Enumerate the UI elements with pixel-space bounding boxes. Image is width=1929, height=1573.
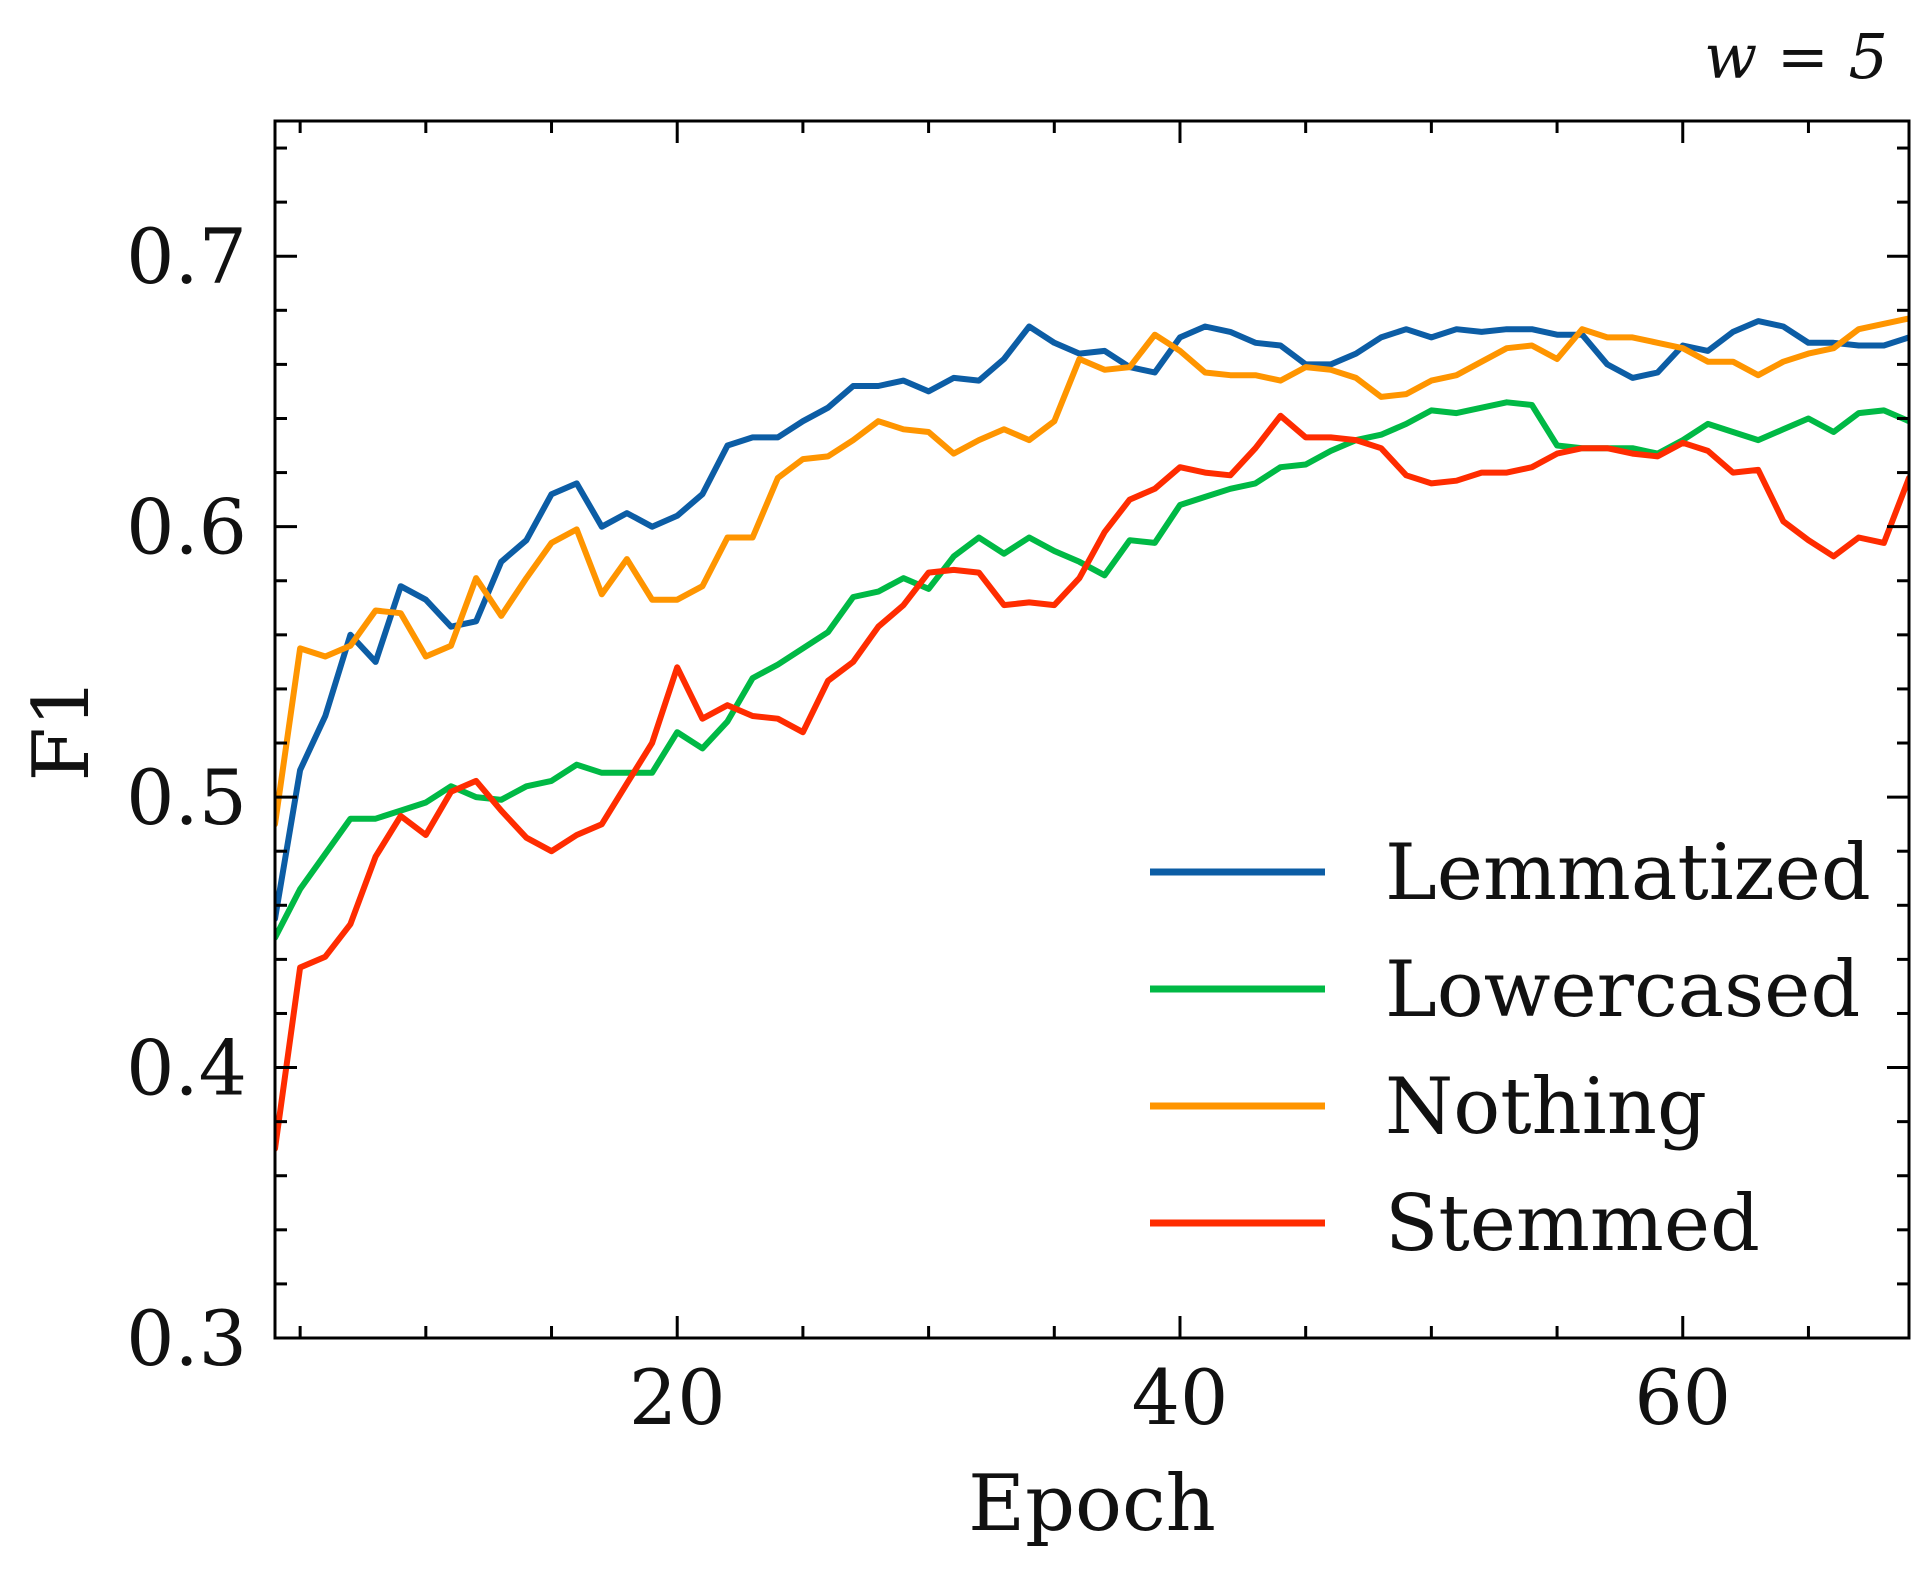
x-axis-label: Epoch — [968, 1459, 1216, 1549]
legend-label-stemmed: Stemmed — [1385, 1179, 1760, 1269]
legend: Lemmatized Lowercased Nothing Stemmed — [1150, 828, 1871, 1269]
y-tick-label: 0.3 — [126, 1294, 247, 1383]
plot-frame — [273, 119, 1911, 1340]
y-axis-label: F1 — [17, 678, 107, 782]
legend-label-lemmatized: Lemmatized — [1385, 828, 1871, 918]
series-line-stemmed — [275, 412, 1909, 1152]
y-tick-label: 0.4 — [126, 1024, 247, 1113]
series-line-lowercased — [275, 399, 1909, 941]
y-tick-label: 0.5 — [126, 753, 247, 842]
series-line-nothing — [275, 315, 1909, 828]
x-tick-label: 60 — [1634, 1353, 1731, 1442]
y-tick-label: 0.6 — [126, 483, 247, 572]
legend-label-nothing: Nothing — [1385, 1062, 1707, 1152]
tick-labels-layer: 20 40 60 0.3 0.4 0.5 0.6 0.7 — [126, 212, 1731, 1442]
ticks-layer — [275, 121, 1909, 1340]
y-tick-label: 0.7 — [126, 212, 247, 301]
series-layer — [275, 315, 1909, 1152]
series-line-lemmatized — [275, 318, 1909, 922]
legend-label-lowercased: Lowercased — [1385, 945, 1860, 1035]
x-tick-label: 40 — [1132, 1353, 1229, 1442]
window-size-annotation: w = 5 — [1704, 20, 1888, 93]
x-tick-label: 20 — [629, 1353, 726, 1442]
